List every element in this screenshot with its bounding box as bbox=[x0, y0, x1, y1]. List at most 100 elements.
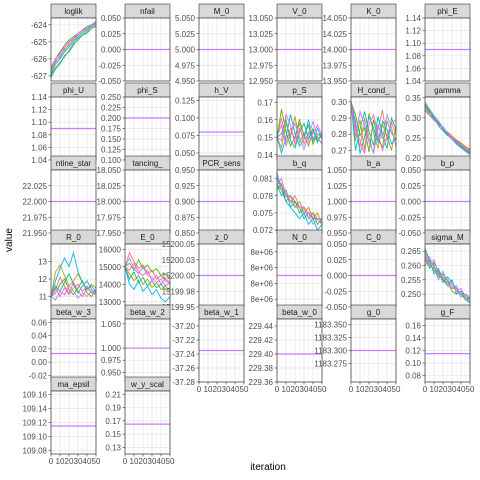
y-tick-label: 8e+06 bbox=[251, 264, 274, 273]
y-tick-label: 5.050 bbox=[175, 14, 196, 23]
trace-line bbox=[276, 114, 323, 155]
facet-strip-label: H_cond_ bbox=[357, 86, 390, 95]
y-tick-label: 13.000 bbox=[249, 46, 274, 55]
facet-strip-label: phi_S bbox=[137, 86, 157, 95]
panel-border bbox=[350, 318, 397, 383]
facet-strip-label: E_0 bbox=[140, 233, 155, 242]
facet-strip-label: beta_w_2 bbox=[130, 308, 165, 317]
facet-panel: p_S 0.17 0.16 0.15 0.14 bbox=[257, 82, 323, 161]
facet-panel: ntine_star 22.025 22.000 21.975 21.950 bbox=[23, 155, 97, 238]
x-tick-label: 10 bbox=[204, 385, 213, 394]
y-tick-label: 13.975 bbox=[323, 61, 348, 70]
y-tick-label: 0.30 bbox=[331, 98, 347, 107]
trace-line bbox=[50, 283, 97, 298]
trace-line bbox=[50, 26, 97, 78]
facet-strip-label: ntine_star bbox=[56, 159, 91, 168]
y-tick-label: 16000 bbox=[99, 245, 122, 254]
y-tick-label: 229.40 bbox=[249, 350, 274, 359]
facet-panel: R_0 13 12 11 bbox=[38, 229, 97, 308]
x-tick-label: 30 bbox=[448, 385, 457, 394]
y-tick-label: 109.08 bbox=[23, 447, 48, 456]
y-tick-label: 15200.05 bbox=[162, 240, 196, 249]
y-tick-label: -37.24 bbox=[172, 350, 195, 359]
facet-strip-label: V_0 bbox=[292, 7, 307, 16]
y-tick-label: 0.075 bbox=[253, 209, 274, 218]
y-tick-label: 109.16 bbox=[23, 391, 48, 400]
y-tick-label: 17.975 bbox=[97, 213, 122, 222]
y-tick-label: 0.25 bbox=[405, 134, 421, 143]
y-tick-label: 1.04 bbox=[405, 77, 421, 86]
y-tick-label: -37.28 bbox=[172, 378, 195, 387]
x-tick-label: 0 bbox=[49, 457, 54, 466]
y-tick-label: 1.06 bbox=[405, 64, 421, 73]
trace-line bbox=[50, 21, 97, 68]
y-tick-label: 0.265 bbox=[401, 247, 422, 256]
y-tick-label: 0.850 bbox=[175, 229, 196, 238]
y-tick-label: 109.14 bbox=[23, 405, 48, 414]
trace-line bbox=[424, 248, 471, 304]
y-tick-label: 0.050 bbox=[101, 14, 122, 23]
facet-strip-label: beta_w_0 bbox=[282, 308, 317, 317]
x-tick-label: 20 bbox=[439, 385, 448, 394]
y-tick-label: -0.050 bbox=[324, 303, 347, 312]
facet-strip-label: z_0 bbox=[215, 233, 228, 242]
x-tick-label: 30 bbox=[374, 385, 383, 394]
y-tick-label: 0.255 bbox=[401, 276, 422, 285]
y-tick-label: 22.025 bbox=[23, 182, 48, 191]
facet-strip-label: w_y_scal bbox=[130, 380, 164, 389]
trace-line bbox=[350, 101, 397, 153]
trace-line bbox=[50, 276, 97, 298]
y-tick-label: 0.28 bbox=[331, 130, 347, 139]
x-tick-label: 20 bbox=[291, 385, 300, 394]
y-tick-label: 0.000 bbox=[401, 198, 422, 207]
y-tick-label: 0.15 bbox=[257, 133, 273, 142]
facet-panel: PCR_sens 0.950 0.925 0.900 0.875 0.850 bbox=[175, 155, 245, 238]
facet-panel: w_y_scal 0.21 0.19 0.17 0.15 0.130 10 20 30 40 50 bbox=[105, 376, 175, 466]
x-tick-label: 0 bbox=[123, 457, 128, 466]
y-tick-label: 0.125 bbox=[101, 146, 122, 155]
y-tick-label: 0.02 bbox=[31, 345, 47, 354]
y-tick-label: 1183.350 bbox=[314, 320, 347, 329]
x-tick-label: 50 bbox=[92, 457, 101, 466]
x-tick-label: 30 bbox=[74, 457, 83, 466]
facet-strip-label: K_0 bbox=[366, 7, 381, 16]
y-tick-label: 1.04 bbox=[31, 156, 47, 165]
y-tick-label: 18.050 bbox=[97, 166, 122, 175]
trace-line bbox=[424, 109, 471, 153]
y-tick-label: 1.050 bbox=[327, 166, 348, 175]
trace-line bbox=[424, 253, 471, 301]
trace-line bbox=[276, 183, 323, 226]
y-tick-label: -626 bbox=[31, 55, 48, 64]
y-tick-label: 14000 bbox=[99, 280, 122, 289]
trace-line bbox=[50, 24, 97, 77]
x-tick-label: 20 bbox=[213, 385, 222, 394]
y-tick-label: 14.000 bbox=[323, 46, 348, 55]
y-tick-label: 1183.275 bbox=[314, 360, 347, 369]
y-tick-label: 0.081 bbox=[253, 175, 274, 184]
y-tick-label: 0.225 bbox=[101, 104, 122, 113]
x-tick-label: 50 bbox=[240, 385, 249, 394]
y-tick-label: 0.025 bbox=[401, 182, 422, 191]
panel-border bbox=[50, 17, 97, 82]
y-tick-label: 15199.98 bbox=[162, 287, 196, 296]
y-tick-label: 0.000 bbox=[327, 272, 348, 281]
y-tick-label: 0.21 bbox=[105, 390, 121, 399]
x-tick-label: 0 bbox=[423, 385, 428, 394]
facet-strip-label: beta_w_3 bbox=[56, 308, 91, 317]
y-tick-label: 14.050 bbox=[323, 14, 348, 23]
facet-strip-label: gamma bbox=[434, 86, 461, 95]
y-tick-label: 13.950 bbox=[323, 77, 348, 86]
panel-border bbox=[198, 318, 245, 383]
trace-line bbox=[124, 262, 171, 286]
y-tick-label: 0.175 bbox=[101, 125, 122, 134]
facet-strip-label: PCR_sens bbox=[202, 159, 240, 168]
x-tick-label: 40 bbox=[157, 457, 166, 466]
facet-panel: gamma 0.35 0.30 0.25 0.20 bbox=[405, 82, 471, 163]
y-tick-label: 1.12 bbox=[405, 27, 421, 36]
panel-border bbox=[276, 318, 323, 383]
y-tick-label: 5.025 bbox=[175, 30, 196, 39]
facet-strip-label: tancing_ bbox=[132, 159, 163, 168]
x-tick-label: 10 bbox=[56, 457, 65, 466]
